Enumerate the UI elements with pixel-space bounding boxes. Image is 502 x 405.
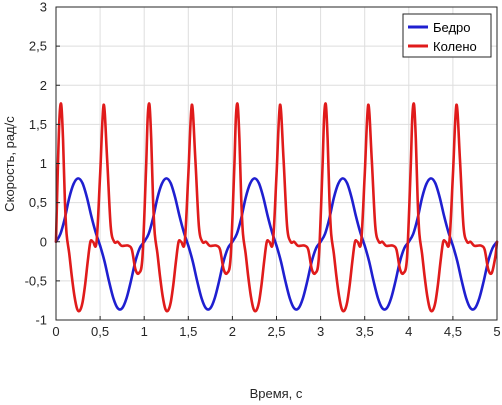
x-tick-label: 3: [317, 324, 324, 339]
ticks: [55, 6, 498, 321]
x-tick-label: 4: [405, 324, 412, 339]
y-tick-label: 3: [40, 0, 47, 15]
y-tick-label: -1: [35, 313, 47, 328]
y-tick-label: 1: [40, 156, 47, 171]
series-line-koleno: [54, 102, 499, 313]
x-tick-label: 2: [229, 324, 236, 339]
legend: Бедро Колено: [402, 13, 492, 58]
y-tick-label: 1,5: [29, 117, 47, 132]
legend-box: [402, 13, 492, 58]
y-tick-label: 0,5: [29, 195, 47, 210]
series-line-bedro: [54, 177, 499, 311]
x-tick-label: 2,5: [267, 324, 285, 339]
legend-label-bedro: Бедро: [433, 20, 471, 35]
tick-labels: 0 0,5 1 1,5 2 2,5 3 3,5 4 4,5 5 -1 -0,5 0 0,5 1 1,5 2 2,5 3: [25, 0, 501, 339]
x-tick-label: 3,5: [356, 324, 374, 339]
x-tick-label: 0,5: [91, 324, 109, 339]
x-tick-label: 4,5: [444, 324, 462, 339]
y-axis-label: Скорость, рад/с: [2, 116, 17, 212]
legend-label-koleno: Колено: [433, 39, 477, 54]
x-axis-label: Время, с: [250, 386, 303, 401]
y-tick-label: 0: [40, 234, 47, 249]
series-layer: [54, 102, 499, 313]
x-tick-label: 0: [52, 324, 59, 339]
y-tick-label: -0,5: [25, 273, 47, 288]
x-tick-label: 5: [493, 324, 500, 339]
x-tick-label: 1,5: [179, 324, 197, 339]
x-tick-label: 1: [141, 324, 148, 339]
y-tick-label: 2: [40, 78, 47, 93]
y-tick-label: 2,5: [29, 39, 47, 54]
